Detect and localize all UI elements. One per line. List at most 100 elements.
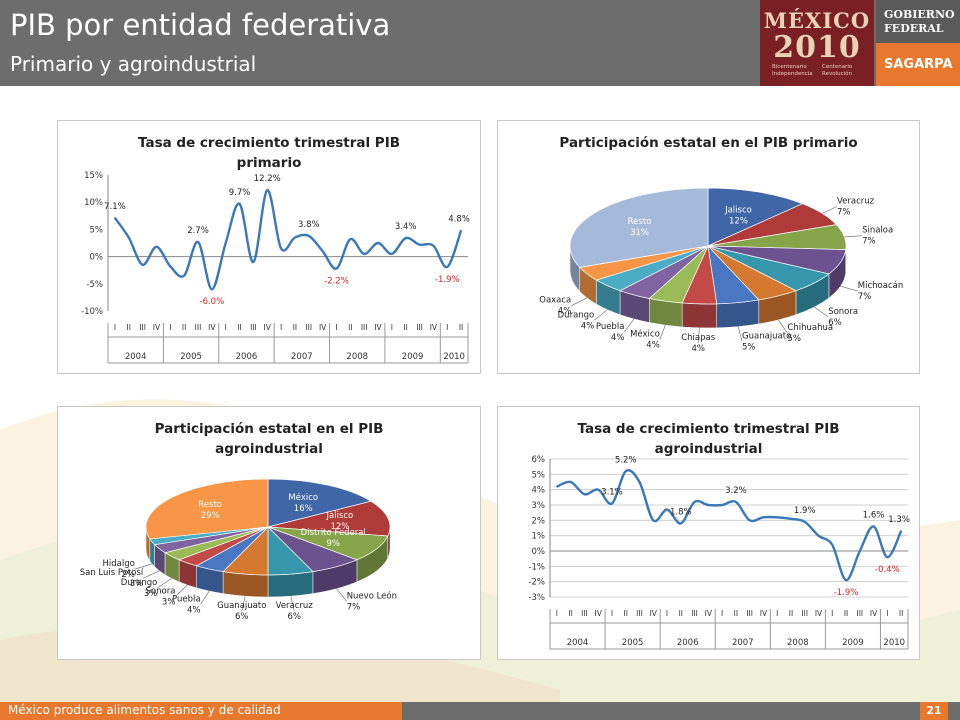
leader-line bbox=[290, 596, 295, 611]
data-point bbox=[748, 519, 751, 522]
data-point bbox=[583, 493, 586, 496]
data-label: 3.8% bbox=[298, 220, 320, 230]
quarter-tick-label: IV bbox=[430, 323, 438, 332]
data-point bbox=[197, 241, 199, 243]
quarter-tick-label: I bbox=[225, 323, 227, 332]
data-point bbox=[155, 246, 158, 248]
pie-slice-value: 4% bbox=[187, 605, 201, 615]
y-tick-label: -10% bbox=[81, 307, 103, 317]
sagarpa-logo: SAGARPA bbox=[876, 43, 960, 86]
data-label: -1.9% bbox=[834, 588, 859, 598]
data-point bbox=[680, 522, 682, 525]
data-point bbox=[280, 247, 282, 250]
pie-slice-name: México bbox=[288, 492, 318, 503]
data-label: 3.2% bbox=[725, 486, 747, 496]
leader-line bbox=[143, 570, 160, 579]
pie-slice-name: Puebla bbox=[596, 322, 625, 332]
pie-slice-side bbox=[222, 571, 269, 598]
footer-text: México produce alimentos sanos y de cali… bbox=[8, 703, 281, 717]
quarter-tick-label: IV bbox=[760, 609, 768, 618]
logo-mexico-text: MÉXICO bbox=[763, 8, 871, 33]
sagarpa-text: SAGARPA bbox=[884, 57, 953, 72]
data-point bbox=[638, 481, 641, 483]
quarter-tick-label: IV bbox=[650, 609, 658, 618]
mexico-2010-logo: MÉXICO 2010 Bicentenario Independencia C… bbox=[760, 0, 874, 86]
data-point bbox=[693, 501, 696, 503]
pie-slice-value: 4% bbox=[611, 333, 625, 343]
year-label: 2004 bbox=[125, 352, 147, 362]
data-point bbox=[597, 488, 599, 491]
quarter-tick-label: IV bbox=[595, 609, 603, 618]
data-label: 1.3% bbox=[888, 515, 910, 525]
leader-line bbox=[737, 326, 743, 342]
y-tick-label: 2% bbox=[532, 516, 546, 526]
data-label: 7.1% bbox=[104, 202, 126, 212]
quarter-tick-label: I bbox=[280, 323, 282, 332]
data-label: 1.6% bbox=[863, 510, 885, 520]
pie-slice-name: San Luis Potosí bbox=[80, 568, 144, 578]
pie-slice-name: Chihuahua bbox=[787, 323, 833, 333]
page-subtitle: Primario y agroindustrial bbox=[10, 52, 257, 76]
quarter-tick-label: IV bbox=[208, 323, 216, 332]
quarter-tick-label: II bbox=[293, 323, 297, 332]
data-label: 3.1% bbox=[601, 487, 623, 497]
data-point bbox=[169, 265, 172, 268]
quarter-tick-label: I bbox=[721, 609, 723, 618]
data-point bbox=[252, 261, 255, 263]
pie-slice-value: 6% bbox=[828, 318, 842, 328]
quarter-tick-label: III bbox=[636, 609, 643, 618]
data-point bbox=[363, 253, 365, 255]
data-point bbox=[762, 516, 765, 519]
chart-agro-share: Participación estatal en el PIB agroindus… bbox=[80, 421, 397, 622]
y-tick-label: -1% bbox=[528, 562, 545, 572]
data-point bbox=[335, 267, 338, 270]
data-point bbox=[377, 242, 379, 244]
leader-line bbox=[134, 563, 153, 570]
pie-slice-name: Sonora bbox=[146, 587, 176, 597]
year-label: 2007 bbox=[732, 638, 754, 648]
pie-slice-value: 4% bbox=[691, 344, 705, 354]
quarter-tick-label: I bbox=[335, 323, 337, 332]
y-tick-label: 1% bbox=[532, 532, 546, 542]
quarter-tick-label: IV bbox=[374, 323, 382, 332]
data-point bbox=[886, 556, 889, 558]
y-tick-label: -3% bbox=[528, 593, 545, 603]
pie-slice bbox=[707, 187, 804, 247]
data-point bbox=[817, 534, 820, 537]
leader-line bbox=[624, 318, 635, 332]
leader-line bbox=[840, 285, 858, 292]
data-point bbox=[238, 203, 241, 205]
pie-slice-value: 7% bbox=[862, 237, 876, 247]
quarter-tick-label: I bbox=[886, 609, 888, 618]
pie-slice-value: 4% bbox=[581, 321, 595, 331]
data-point bbox=[652, 519, 655, 522]
leader-line bbox=[241, 596, 246, 611]
year-label: 2008 bbox=[787, 638, 809, 648]
page-number: 21 bbox=[920, 702, 948, 720]
data-label: -2.2% bbox=[324, 277, 349, 287]
quarter-tick-label: IV bbox=[705, 609, 713, 618]
page-title: PIB por entidad federativa bbox=[10, 8, 391, 42]
quarter-tick-label: II bbox=[844, 609, 848, 618]
data-point bbox=[294, 236, 296, 239]
chart-primario-share: Participación estatal en el PIB primario… bbox=[539, 135, 903, 354]
pie-slice-name: Sonora bbox=[828, 307, 858, 317]
data-label: -1.9% bbox=[435, 275, 460, 285]
year-label: 2008 bbox=[346, 352, 368, 362]
year-label: 2005 bbox=[622, 638, 644, 648]
data-point bbox=[624, 470, 627, 473]
data-point bbox=[803, 521, 806, 523]
quarter-tick-label: I bbox=[114, 323, 116, 332]
chart-panel-agro-growth: Tasa de crecimiento trimestral PIB agroin… bbox=[497, 406, 920, 660]
quarter-tick-label: III bbox=[195, 323, 202, 332]
quarter-tick-label: II bbox=[403, 323, 407, 332]
quarter-tick-label: IV bbox=[815, 609, 823, 618]
pie-slice-side bbox=[267, 571, 314, 598]
pie-slice-value: 4% bbox=[646, 340, 660, 350]
year-label: 2006 bbox=[677, 638, 699, 648]
federal-text: FEDERAL bbox=[884, 22, 944, 35]
quarter-tick-label: II bbox=[568, 609, 572, 618]
leader-line bbox=[659, 325, 666, 340]
pie-slice-value: 6% bbox=[287, 612, 301, 622]
quarter-tick-label: I bbox=[556, 609, 558, 618]
